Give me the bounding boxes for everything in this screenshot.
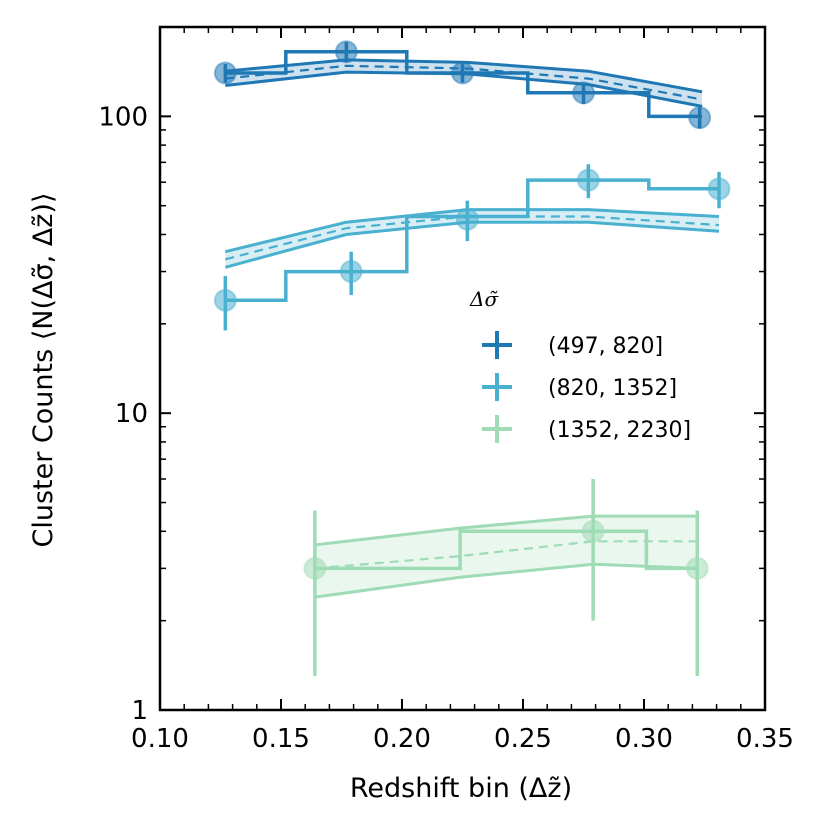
x-tick-label: 0.30 [615,724,673,754]
data-point [213,61,237,85]
legend-entry: (497, 820] [548,334,663,359]
x-axis-label: Redshift bin (Δz̃) [350,773,572,804]
axes-layer: 0.10 0.15 0.20 0.25 0.30 0.35 1 10 100 [98,25,794,754]
x-tick-label: 0.20 [373,724,431,754]
model-upper-line [225,58,703,94]
data-point [455,207,479,231]
x-tick-label: 0.15 [252,724,310,754]
axes-frame [158,25,767,712]
data-point [576,168,600,192]
legend: Δσ̃ (497, 820] (820, 1352] (1352, 2230] [469,287,691,443]
x-tick-label: 0.10 [131,724,189,754]
data-point [303,556,327,580]
data-point [688,106,712,130]
data-point [213,288,237,312]
data-point [451,61,474,85]
y-tick-label: 100 [98,102,148,132]
series-layer [213,40,731,677]
series-2 [213,164,731,331]
y-axis-label: Cluster Counts ⟨N(Δσ̃, Δz̃)⟩ [28,193,59,548]
legend-entry: (820, 1352] [548,376,677,401]
series-1 [213,40,712,130]
step-line [314,529,698,571]
data-point [572,81,595,105]
legend-entry: (1352, 2230] [548,418,691,443]
model-upper-line [314,514,698,547]
data-point [707,177,731,201]
data-point [339,260,363,284]
data-point [334,40,358,64]
data-point [581,519,605,543]
y-tick-label: 10 [115,399,148,429]
x-tick-label: 0.35 [736,724,794,754]
legend-title: Δσ̃ [469,287,499,311]
data-point [685,556,709,580]
model-band [225,209,720,268]
x-tick-label: 0.25 [494,724,552,754]
series-3 [303,479,709,677]
y-tick-label: 1 [131,696,148,726]
